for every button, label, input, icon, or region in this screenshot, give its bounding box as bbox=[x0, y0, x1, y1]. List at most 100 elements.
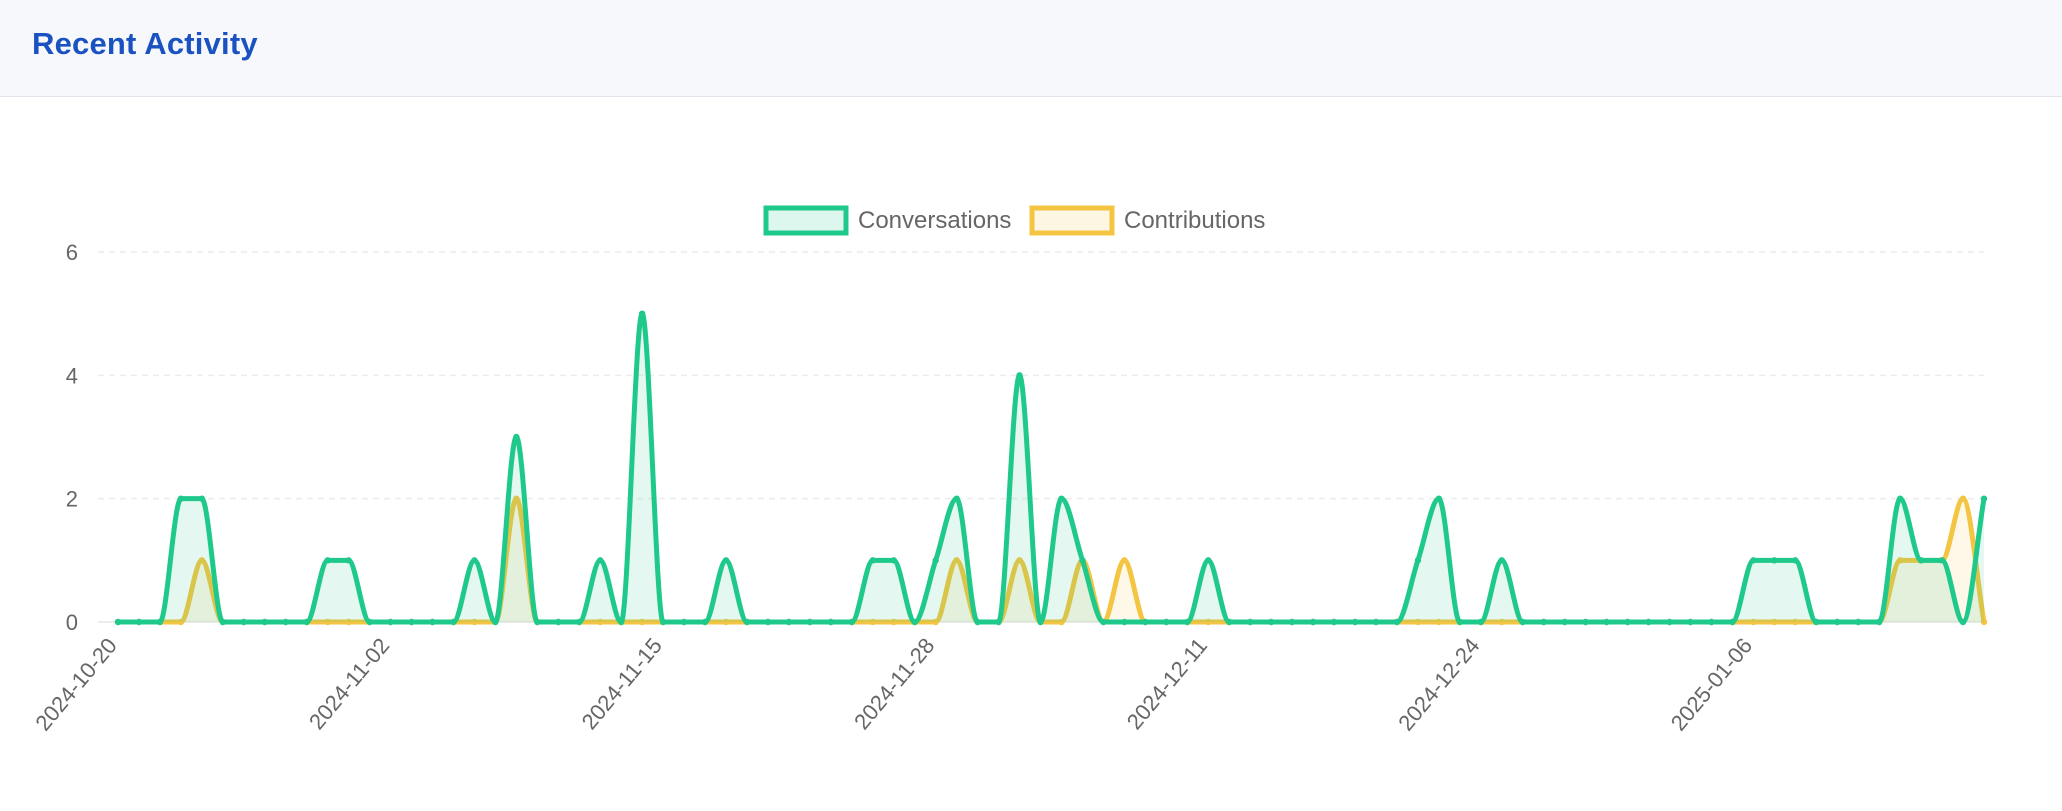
contributions-point[interactable] bbox=[638, 618, 646, 626]
contributions-point[interactable] bbox=[1896, 557, 1904, 564]
conversations-point[interactable] bbox=[324, 557, 331, 564]
conversations-point[interactable] bbox=[1498, 557, 1505, 564]
contributions-point[interactable] bbox=[1016, 557, 1023, 564]
conversations-point[interactable] bbox=[156, 618, 164, 626]
conversations-point[interactable] bbox=[932, 557, 939, 564]
conversations-point[interactable] bbox=[659, 618, 667, 626]
conversations-point[interactable] bbox=[1917, 557, 1925, 564]
conversations-point[interactable] bbox=[576, 618, 583, 626]
conversations-point[interactable] bbox=[1163, 618, 1170, 626]
conversations-point[interactable] bbox=[1645, 618, 1652, 626]
conversations-point[interactable] bbox=[911, 618, 918, 626]
contributions-point[interactable] bbox=[1058, 618, 1065, 626]
conversations-point[interactable] bbox=[1771, 557, 1778, 564]
conversations-point[interactable] bbox=[1456, 618, 1464, 626]
conversations-point[interactable] bbox=[1267, 618, 1275, 626]
conversations-point[interactable] bbox=[848, 618, 856, 626]
conversations-point[interactable] bbox=[1813, 618, 1820, 626]
conversations-point[interactable] bbox=[1037, 618, 1044, 626]
conversations-point[interactable] bbox=[534, 618, 541, 626]
conversations-point[interactable] bbox=[492, 618, 499, 626]
conversations-point[interactable] bbox=[261, 618, 268, 626]
conversations-point[interactable] bbox=[1834, 618, 1841, 626]
conversations-point[interactable] bbox=[1414, 557, 1422, 564]
contributions-point[interactable] bbox=[198, 557, 206, 564]
contributions-point[interactable] bbox=[953, 557, 960, 564]
conversations-point[interactable] bbox=[1142, 618, 1149, 626]
contributions-point[interactable] bbox=[1980, 618, 1988, 626]
conversations-point[interactable] bbox=[240, 618, 247, 626]
conversations-point[interactable] bbox=[1309, 618, 1317, 626]
contributions-point[interactable] bbox=[722, 618, 730, 626]
contributions-point[interactable] bbox=[513, 495, 520, 502]
conversations-point[interactable] bbox=[1246, 618, 1254, 626]
conversations-point[interactable] bbox=[1750, 557, 1757, 564]
conversations-point[interactable] bbox=[1351, 618, 1359, 626]
conversations-point[interactable] bbox=[722, 557, 730, 564]
contributions-point[interactable] bbox=[471, 618, 478, 626]
contributions-point[interactable] bbox=[597, 618, 604, 626]
contributions-point[interactable] bbox=[1792, 618, 1799, 626]
contributions-point[interactable] bbox=[1498, 618, 1505, 626]
conversations-point[interactable] bbox=[1582, 618, 1589, 626]
legend[interactable]: Conversations Contributions bbox=[763, 205, 1265, 236]
contributions-point[interactable] bbox=[324, 618, 331, 626]
conversations-point[interactable] bbox=[1624, 618, 1631, 626]
conversations-point[interactable] bbox=[1058, 495, 1065, 502]
conversations-point[interactable] bbox=[1519, 618, 1526, 626]
conversations-point[interactable] bbox=[1792, 557, 1799, 564]
contributions-point[interactable] bbox=[345, 618, 352, 626]
conversations-point[interactable] bbox=[1330, 618, 1338, 626]
conversations-point[interactable] bbox=[1435, 495, 1443, 502]
conversations-point[interactable] bbox=[1205, 557, 1212, 564]
conversations-point[interactable] bbox=[743, 618, 751, 626]
conversations-point[interactable] bbox=[1561, 618, 1568, 626]
conversations-point[interactable] bbox=[219, 618, 227, 626]
conversations-point[interactable] bbox=[1603, 618, 1610, 626]
legend-item-conversations[interactable]: Conversations bbox=[763, 205, 1011, 236]
contributions-point[interactable] bbox=[1771, 618, 1778, 626]
conversations-point[interactable] bbox=[1729, 618, 1736, 626]
conversations-point[interactable] bbox=[513, 433, 520, 441]
contributions-point[interactable] bbox=[1414, 618, 1422, 626]
conversations-point[interactable] bbox=[282, 618, 289, 626]
conversations-point[interactable] bbox=[638, 310, 646, 317]
conversations-point[interactable] bbox=[1938, 557, 1946, 564]
conversations-point[interactable] bbox=[114, 618, 122, 626]
conversations-point[interactable] bbox=[785, 618, 793, 626]
conversations-point[interactable] bbox=[806, 618, 814, 626]
conversations-point[interactable] bbox=[1016, 372, 1023, 379]
contributions-point[interactable] bbox=[932, 618, 939, 626]
conversations-point[interactable] bbox=[198, 495, 206, 502]
conversations-point[interactable] bbox=[1540, 618, 1547, 626]
conversations-point[interactable] bbox=[387, 618, 394, 626]
conversations-point[interactable] bbox=[827, 618, 835, 626]
conversations-point[interactable] bbox=[429, 618, 436, 626]
conversations-point[interactable] bbox=[1875, 618, 1883, 626]
conversations-point[interactable] bbox=[680, 618, 688, 626]
conversations-point[interactable] bbox=[408, 618, 415, 626]
conversations-point[interactable] bbox=[1708, 618, 1715, 626]
contributions-point[interactable] bbox=[890, 618, 897, 626]
legend-item-contributions[interactable]: Contributions bbox=[1029, 205, 1265, 236]
conversations-point[interactable] bbox=[617, 618, 625, 626]
conversations-point[interactable] bbox=[764, 618, 772, 626]
conversations-point[interactable] bbox=[1184, 618, 1191, 626]
conversations-point[interactable] bbox=[1121, 618, 1128, 626]
conversations-point[interactable] bbox=[1226, 618, 1233, 626]
contributions-point[interactable] bbox=[1750, 618, 1757, 626]
conversations-line[interactable] bbox=[115, 311, 1987, 625]
conversations-point[interactable] bbox=[1100, 618, 1107, 626]
conversations-point[interactable] bbox=[1666, 618, 1673, 626]
conversations-point[interactable] bbox=[1079, 557, 1086, 564]
conversations-point[interactable] bbox=[303, 618, 310, 626]
conversations-point[interactable] bbox=[1959, 618, 1967, 626]
contributions-point[interactable] bbox=[869, 618, 876, 626]
conversations-point[interactable] bbox=[177, 495, 185, 502]
conversations-point[interactable] bbox=[869, 557, 876, 564]
conversations-point[interactable] bbox=[345, 557, 352, 564]
conversations-point[interactable] bbox=[1372, 618, 1380, 626]
conversations-point[interactable] bbox=[995, 618, 1002, 626]
conversations-point[interactable] bbox=[890, 557, 897, 564]
conversations-point[interactable] bbox=[1896, 495, 1904, 502]
